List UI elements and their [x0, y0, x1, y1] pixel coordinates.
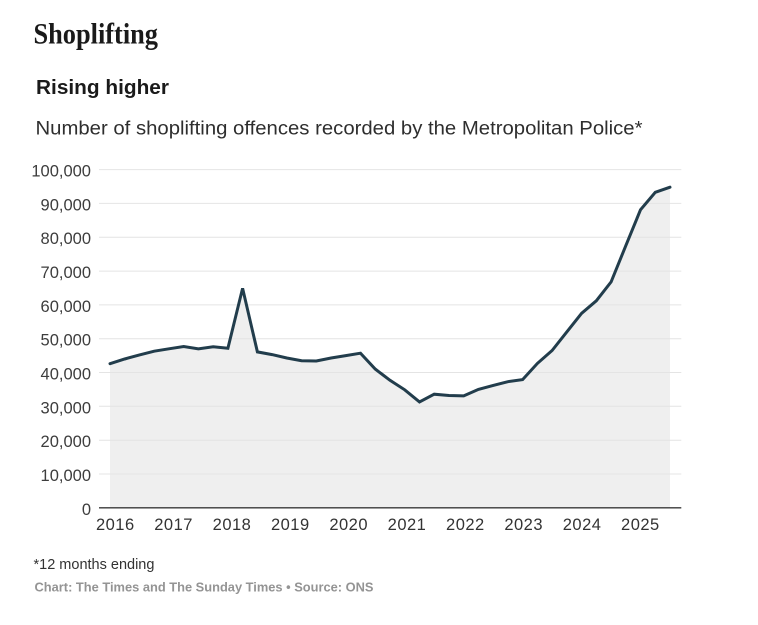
svg-text:0: 0: [82, 501, 91, 519]
svg-text:Shoplifting: Shoplifting: [34, 18, 159, 50]
svg-text:2018: 2018: [213, 516, 252, 534]
svg-text:2020: 2020: [329, 516, 368, 534]
svg-text:Number of shoplifting offences: Number of shoplifting offences recorded …: [36, 118, 644, 139]
svg-text:2025: 2025: [621, 516, 660, 534]
svg-text:100,000: 100,000: [31, 163, 91, 181]
svg-text:Chart: The Times and The Sunda: Chart: The Times and The Sunday Times • …: [35, 580, 374, 595]
svg-text:20,000: 20,000: [41, 433, 91, 451]
svg-text:80,000: 80,000: [41, 230, 91, 248]
svg-text:2019: 2019: [271, 516, 310, 534]
svg-text:Rising higher: Rising higher: [36, 77, 169, 99]
svg-text:*12 months ending: *12 months ending: [34, 557, 155, 573]
svg-text:2024: 2024: [563, 516, 602, 534]
svg-text:30,000: 30,000: [41, 399, 91, 417]
svg-text:2017: 2017: [154, 516, 193, 534]
svg-text:60,000: 60,000: [41, 298, 91, 316]
svg-text:10,000: 10,000: [41, 467, 91, 485]
svg-text:2023: 2023: [504, 516, 543, 534]
svg-text:40,000: 40,000: [41, 366, 91, 384]
svg-text:2021: 2021: [388, 516, 427, 534]
svg-text:2016: 2016: [96, 516, 135, 534]
svg-text:2022: 2022: [446, 516, 485, 534]
svg-text:50,000: 50,000: [41, 332, 91, 350]
svg-text:70,000: 70,000: [41, 264, 91, 282]
svg-text:90,000: 90,000: [41, 196, 91, 214]
